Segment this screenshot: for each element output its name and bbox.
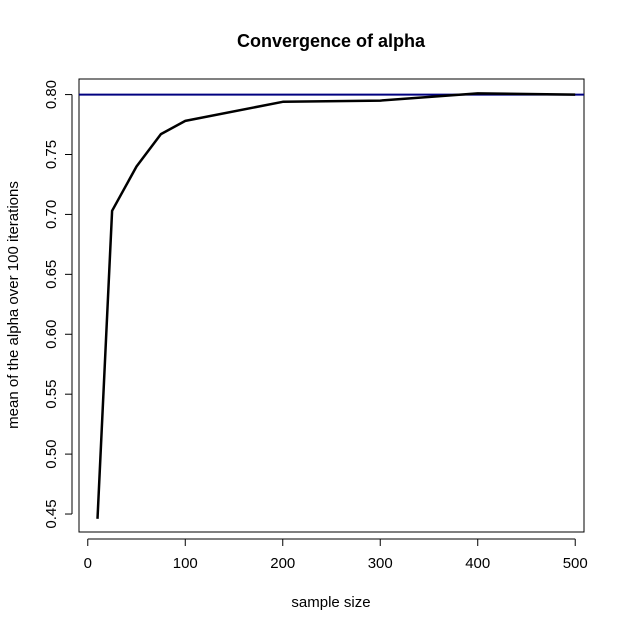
series-line xyxy=(96,92,576,519)
x-tick-label: 0 xyxy=(84,555,92,572)
x-tick-label: 300 xyxy=(368,555,393,572)
y-axis-label: mean of the alpha over 100 iterations xyxy=(5,181,22,429)
y-tick-label: 0.65 xyxy=(43,260,60,289)
y-tick-label: 0.60 xyxy=(43,320,60,349)
x-axis-label: sample size xyxy=(291,594,370,611)
plot-marks xyxy=(79,92,584,519)
x-axis: 0 100 200 300 400 500 xyxy=(84,538,588,572)
y-axis: 0.45 0.50 0.55 0.60 0.65 0.70 0.75 0.80 xyxy=(43,80,73,529)
chart-title: Convergence of alpha xyxy=(237,31,426,51)
y-tick-label: 0.70 xyxy=(43,200,60,229)
y-tick-label: 0.50 xyxy=(43,440,60,469)
plot-frame xyxy=(78,78,585,533)
y-tick-label: 0.80 xyxy=(43,80,60,109)
y-tick-label: 0.55 xyxy=(43,380,60,409)
x-tick-label: 500 xyxy=(563,555,588,572)
y-tick-label: 0.75 xyxy=(43,140,60,169)
x-tick-label: 200 xyxy=(270,555,295,572)
x-tick-label: 100 xyxy=(173,555,198,572)
y-tick-label: 0.45 xyxy=(43,499,60,528)
x-tick-label: 400 xyxy=(465,555,490,572)
